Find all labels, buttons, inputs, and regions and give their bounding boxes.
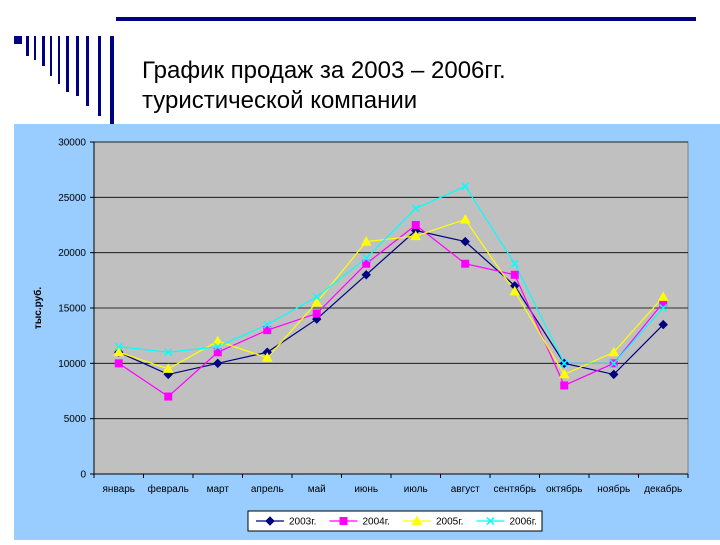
data-point-series-3 [311,296,323,307]
data-point-series-3 [558,368,570,379]
series-line-1 [118,229,664,376]
data-point-series-4 [312,292,321,301]
data-point-series-4 [164,348,173,357]
sales-line-chart: 0 5000 10000 15000 20000 25000 30000 январь февр… [32,138,689,532]
title-line-2: туристической компании [142,87,418,114]
data-point-series-2 [411,221,420,229]
data-point-series-3 [509,285,521,296]
data-point-series-4 [411,204,420,213]
data-point-series-4 [510,259,519,268]
data-point-series-4 [560,359,569,368]
legend-label: 2003г. [289,517,316,528]
y-tick-label: 20000 [58,248,86,259]
x-tick-label: октябрь [546,483,583,495]
data-point-series-1 [658,319,668,330]
legend-label: 2005г. [436,517,463,528]
data-point-series-3 [212,335,224,346]
data-point-series-3 [657,291,669,301]
y-tick-label: 10000 [58,359,86,370]
y-tick-label: 15000 [58,304,86,315]
y-tick-label: 30000 [58,138,86,149]
data-point-series-2 [312,309,321,318]
y-axis-title: тыс.руб. [32,287,44,329]
legend-marker [411,515,423,525]
x-tick-label: ноябрь [597,483,630,495]
data-point-series-3 [459,213,471,224]
data-point-series-2 [560,381,569,390]
data-point-series-2 [164,392,173,401]
legend-label: 2006г. [510,517,537,528]
data-point-series-4 [609,359,618,368]
data-point-series-2 [114,359,123,368]
series-line-3 [118,218,664,376]
legend-marker [339,517,348,525]
y-tick-label: 0 [80,470,86,481]
data-point-series-1 [460,236,470,247]
x-tick-label: март [207,484,230,495]
series-line-4 [118,185,664,364]
data-point-series-4 [362,254,371,263]
x-tick-label: февраль [148,483,189,495]
x-tick-label: август [451,484,480,495]
legend-box [247,510,543,532]
data-point-series-4 [461,182,470,191]
series-line-2 [118,224,664,398]
y-tick-label: 25000 [58,193,86,204]
data-point-series-2 [362,259,371,268]
data-point-series-4 [114,342,123,351]
data-point-series-2 [461,259,470,268]
top-accent-line [116,17,696,21]
data-point-series-2 [510,270,519,279]
legend-label: 2004г. [363,517,390,528]
x-tick-label: май [308,484,326,495]
data-point-series-3 [608,346,620,357]
data-point-series-3 [162,363,174,373]
data-point-series-4 [263,320,272,329]
data-point-series-1 [213,358,223,369]
data-point-series-3 [113,346,125,357]
data-point-series-4 [213,342,222,351]
x-tick-label: июнь [354,484,378,495]
legend-marker [265,516,275,526]
data-point-series-3 [360,236,372,246]
data-point-series-2 [263,326,272,335]
x-tick-label: сентябрь [493,483,536,495]
x-tick-label: июль [404,484,428,495]
title-line-1: График продаж за 2003 – 2006гг. [142,57,506,84]
x-tick-label: январь [103,484,135,495]
y-tick-label: 5000 [64,414,87,425]
slide-title: График продаж за 2003 – 2006гг. туристич… [142,56,662,116]
data-point-series-1 [361,270,371,280]
x-tick-label: декабрь [644,483,682,495]
data-point-series-4 [659,303,668,313]
x-tick-label: апрель [251,484,284,495]
data-point-series-3 [261,352,273,362]
chart-area: 0 5000 10000 15000 20000 25000 30000 январь февр… [14,124,720,540]
data-point-series-2 [213,348,222,357]
legend-marker [486,516,495,526]
data-point-series-1 [609,369,619,380]
data-point-series-3 [410,230,422,241]
